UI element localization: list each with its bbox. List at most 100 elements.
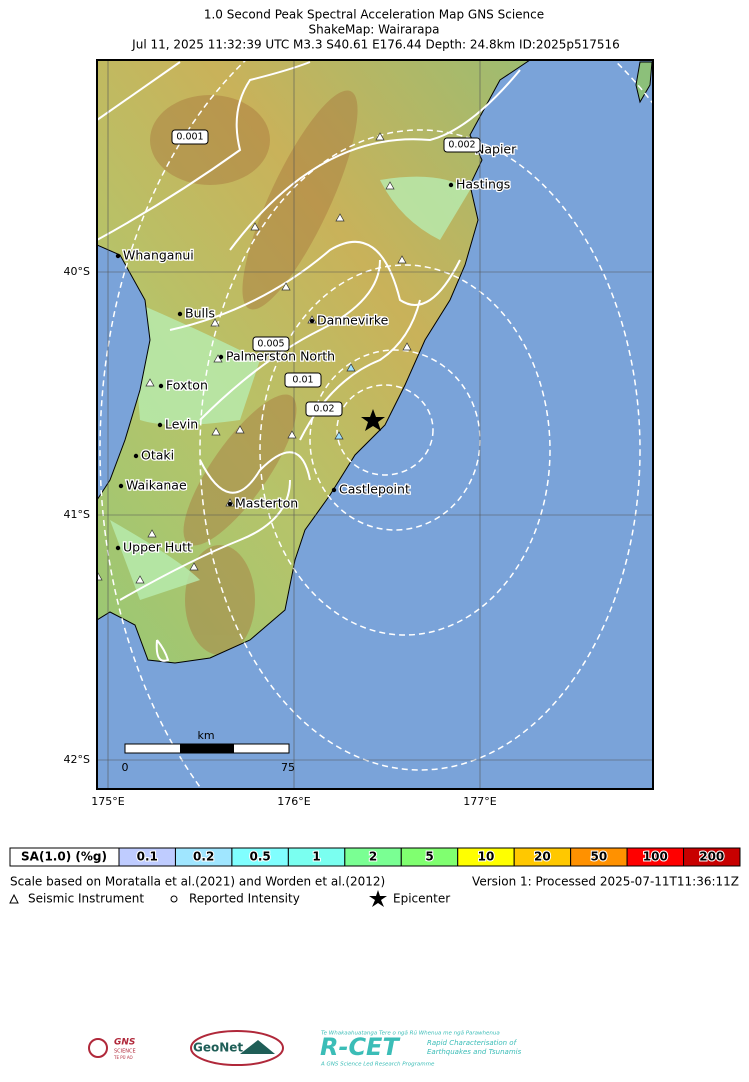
sea-east xyxy=(97,60,653,789)
lon-label: 177°E xyxy=(463,795,496,808)
town-label: Dannevirke xyxy=(317,313,389,328)
town-label: Napier xyxy=(475,142,517,157)
colorbar-label: 10 xyxy=(478,850,495,864)
town-dot xyxy=(218,354,224,360)
colorbar-label: 0.5 xyxy=(250,850,271,864)
station xyxy=(145,378,155,387)
colorbar-label: 0.1 xyxy=(137,850,158,864)
contour-label-box xyxy=(252,336,290,352)
rcet-desc: Rapid Characterisation of xyxy=(427,1039,518,1047)
colorbar-label: 5 xyxy=(425,850,433,864)
station xyxy=(346,363,356,372)
town-dot xyxy=(309,318,315,324)
contour-label-box xyxy=(171,129,209,145)
town-dot xyxy=(115,253,121,259)
town-label: Foxton xyxy=(166,378,208,393)
station xyxy=(397,255,407,264)
solid-contours xyxy=(97,61,521,662)
colorbar-label: 1 xyxy=(312,850,320,864)
title: 1.0 Second Peak Spectral Acceleration Ma… xyxy=(204,8,544,22)
geonet-text: GeoNet xyxy=(193,1041,243,1055)
subtitle: ShakeMap: Wairarapa xyxy=(309,23,440,37)
contour-label: 0.005 xyxy=(257,339,284,350)
station xyxy=(287,430,297,439)
town-label: Bulls xyxy=(185,306,215,321)
lat-label: 42°S xyxy=(64,753,90,766)
gns-logo: GNS SCIENCE TE PŪ AO xyxy=(88,1038,136,1060)
contour-label: 0.002 xyxy=(448,140,475,151)
town-dot xyxy=(227,501,233,507)
colorbar-label: 100 xyxy=(643,850,668,864)
scale-unit: km xyxy=(197,729,214,742)
station xyxy=(189,562,199,571)
station xyxy=(235,425,245,434)
contour-label: 0.001 xyxy=(176,132,203,143)
town-dot xyxy=(177,311,183,317)
colorbar-cell xyxy=(683,847,741,867)
map-frame xyxy=(96,59,654,790)
town-dot xyxy=(331,487,337,493)
colorbar: SA(1.0) (%g) 0.1 0.2 0.5 1 2 5 10 20 50 100 200 xyxy=(9,847,741,867)
contour-label-box xyxy=(443,137,481,153)
scale-start: 0 xyxy=(122,761,129,774)
station xyxy=(402,342,412,351)
town-dot xyxy=(157,422,163,428)
gns-sub: SCIENCE xyxy=(114,1049,136,1055)
lon-label: 175°E xyxy=(91,795,124,808)
station xyxy=(281,282,291,291)
gns-text: GNS xyxy=(114,1038,135,1048)
colorbar-label: 20 xyxy=(534,850,551,864)
legend-star xyxy=(369,890,387,907)
town-label: Levin xyxy=(165,417,198,432)
legend-triangle xyxy=(9,893,19,904)
town-dot xyxy=(158,383,164,389)
colorbar-label: 50 xyxy=(591,850,608,864)
event-info: Jul 11, 2025 11:32:39 UTC M3.3 S40.61 E1… xyxy=(131,38,620,52)
town-dot xyxy=(133,453,139,459)
legend-item: Epicenter xyxy=(393,892,450,906)
rcet-logo: Te Whakaahuatanga Tere o ngā Rū Whenua m… xyxy=(320,1031,522,1068)
station xyxy=(250,222,260,231)
lowlands xyxy=(110,176,470,600)
town-dot xyxy=(448,182,454,188)
contour-label: 0.02 xyxy=(313,404,334,415)
colorbar-label: 0.2 xyxy=(193,850,214,864)
rcet-top: Te Whakaahuatanga Tere o ngā Rū Whenua m… xyxy=(321,1031,500,1037)
version: Version 1: Processed 2025-07-11T11:36:11… xyxy=(472,875,739,889)
station xyxy=(375,132,385,141)
graticule xyxy=(97,60,653,789)
station xyxy=(211,427,221,436)
legend-item: Reported Intensity xyxy=(189,892,300,906)
colorbar-title: SA(1.0) (%g) xyxy=(21,850,107,864)
contour-label-box xyxy=(284,372,322,388)
legend-item: Seismic Instrument xyxy=(28,892,144,906)
scale-end: 75 xyxy=(281,761,295,774)
town-dot xyxy=(118,483,124,489)
gns-maori: TE PŪ AO xyxy=(113,1055,133,1060)
station xyxy=(210,318,220,327)
lat-label: 41°S xyxy=(64,508,90,521)
legend-circle xyxy=(170,895,178,903)
lon-label: 176°E xyxy=(277,795,310,808)
station xyxy=(135,575,145,584)
rcet-text: R-CET xyxy=(320,1033,400,1061)
contour-label: 0.01 xyxy=(292,375,313,386)
contour-label-box xyxy=(305,401,343,417)
colorbar-label: 2 xyxy=(369,850,377,864)
town-label: Whanganui xyxy=(123,248,194,263)
rcet-desc: Earthquakes and Tsunamis xyxy=(427,1048,522,1056)
town-label: Otaki xyxy=(141,448,174,463)
rcet-foot: A GNS Science Led Research Programme xyxy=(320,1062,435,1068)
station xyxy=(335,213,345,222)
dashed-contours xyxy=(99,60,653,789)
station xyxy=(147,529,157,538)
station xyxy=(385,181,395,190)
town-label: Upper Hutt xyxy=(123,540,192,555)
contour-labels: 0.001 0.002 0.005 0.01 0.02 xyxy=(171,129,481,417)
scale-basis: Scale based on Moratalla et al.(2021) an… xyxy=(10,875,385,889)
town-dot xyxy=(115,545,121,551)
geonet-logo: GeoNet xyxy=(190,1030,284,1066)
scale-bar-fill xyxy=(180,744,234,753)
lat-label: 40°S xyxy=(64,265,90,278)
